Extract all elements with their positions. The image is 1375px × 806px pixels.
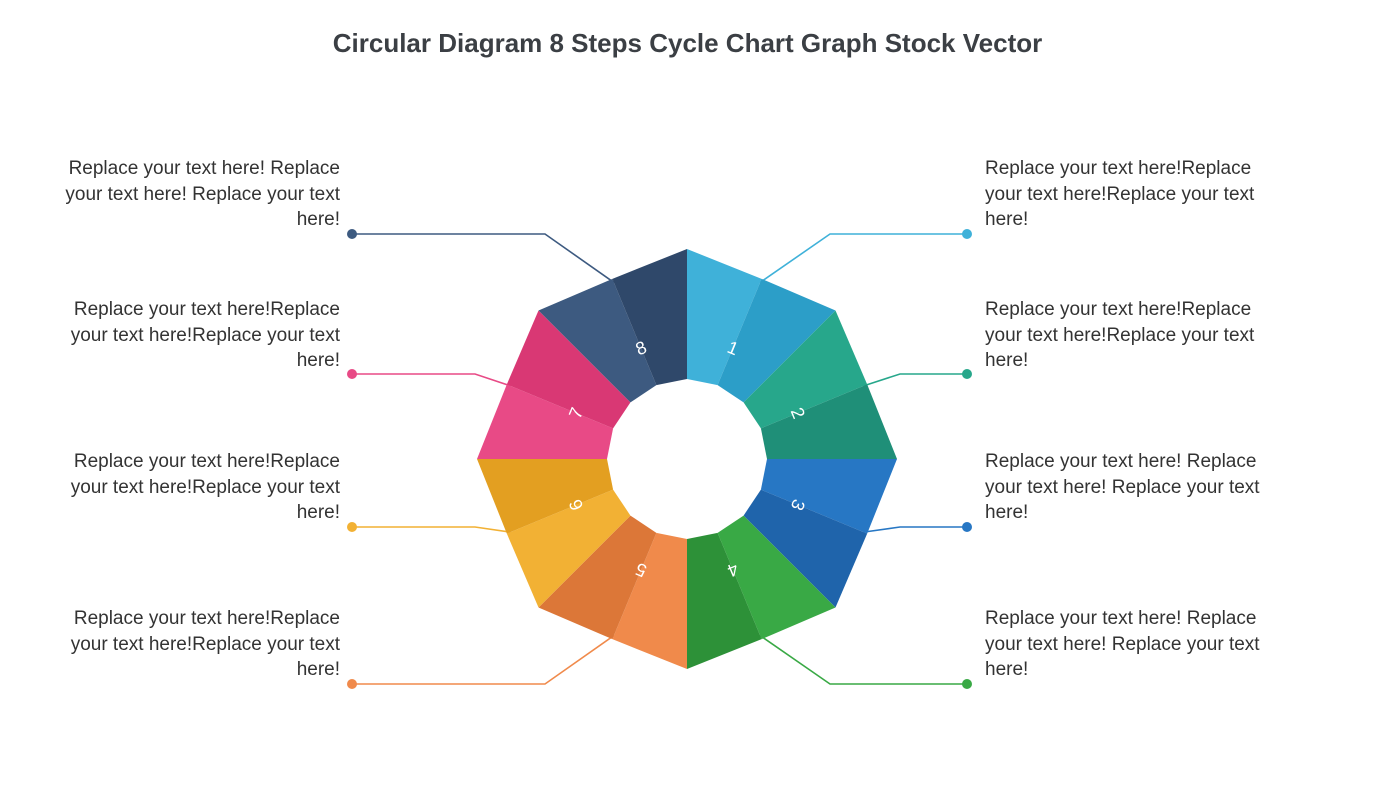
page-title: Circular Diagram 8 Steps Cycle Chart Gra…: [0, 0, 1375, 59]
leader-dot-8: [347, 229, 357, 239]
leader-line-2: [864, 374, 967, 386]
leader-line-7: [352, 374, 510, 386]
leader-dot-2: [962, 369, 972, 379]
shape-layer: [477, 249, 897, 669]
leader-line-3: [864, 527, 967, 532]
leader-dot-6: [347, 522, 357, 532]
callout-text-1: Replace your text here!Replace your text…: [985, 156, 1265, 233]
leader-line-5: [352, 636, 614, 684]
leader-dot-4: [962, 679, 972, 689]
callout-text-3: Replace your text here! Replace your tex…: [985, 449, 1265, 526]
leader-line-6: [352, 527, 510, 532]
leader-line-4: [760, 636, 967, 684]
diagram-canvas: 12345678 Replace your text here!Replace …: [0, 59, 1375, 806]
leader-dot-1: [962, 229, 972, 239]
leader-dot-7: [347, 369, 357, 379]
leader-dot-3: [962, 522, 972, 532]
callout-text-8: Replace your text here! Replace your tex…: [60, 156, 340, 233]
leader-dot-5: [347, 679, 357, 689]
callout-text-5: Replace your text here!Replace your text…: [60, 606, 340, 683]
callout-text-7: Replace your text here!Replace your text…: [60, 297, 340, 374]
callout-text-6: Replace your text here!Replace your text…: [60, 449, 340, 526]
callout-text-2: Replace your text here!Replace your text…: [985, 297, 1265, 374]
callout-text-4: Replace your text here! Replace your tex…: [985, 606, 1265, 683]
leader-line-1: [760, 234, 967, 282]
leader-line-8: [352, 234, 614, 282]
